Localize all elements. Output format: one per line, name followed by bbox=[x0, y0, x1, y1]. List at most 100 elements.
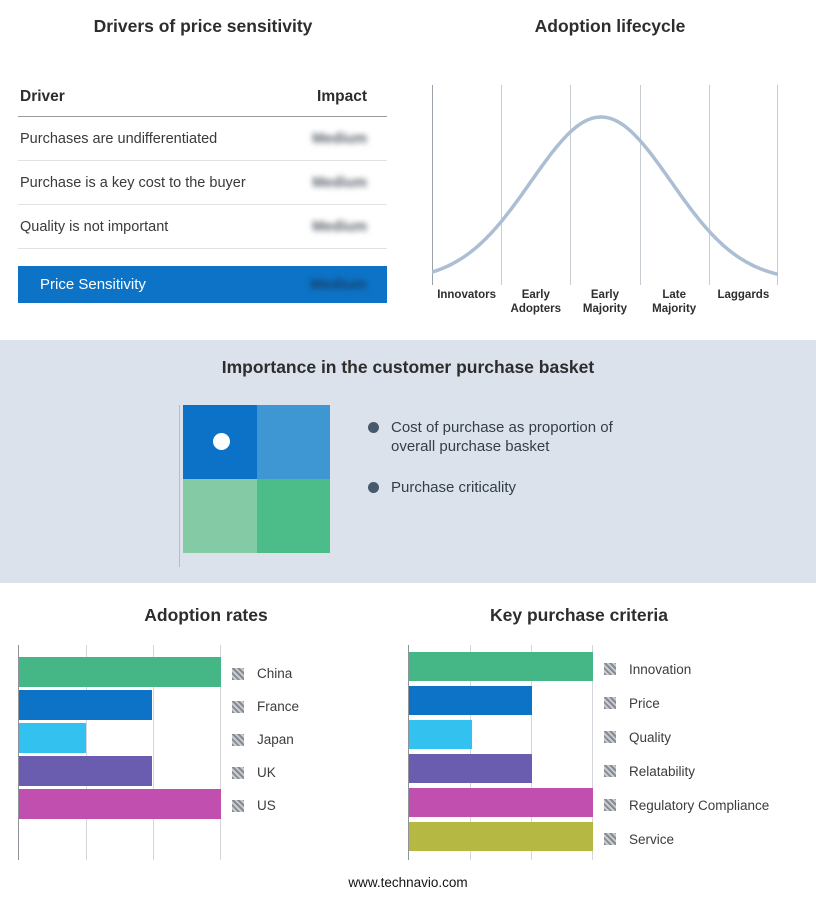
key-purchase-criteria-bars bbox=[409, 645, 593, 860]
legend-swatch-icon bbox=[232, 667, 244, 680]
drivers-table-body: Purchases are undifferentiated Medium Purc… bbox=[18, 117, 387, 249]
chart-gridline bbox=[153, 645, 155, 860]
driver-cell: Purchases are undifferentiated bbox=[20, 130, 218, 147]
lifecycle-gridline bbox=[570, 85, 572, 285]
stage-label: Late Majority bbox=[652, 289, 697, 315]
matrix-marker-dot bbox=[213, 433, 230, 450]
matrix-bottom-right bbox=[256, 479, 330, 553]
impact-column-header: Impact bbox=[317, 88, 367, 105]
driver-row: Purchase is a key cost to the buyer Mediu… bbox=[18, 161, 387, 205]
bar-china bbox=[19, 657, 221, 687]
legend-label: US bbox=[257, 798, 276, 813]
legend-label: China bbox=[257, 666, 293, 681]
drivers-table: Driver Impact Purchases are undifferenti… bbox=[18, 88, 387, 303]
legend-label: Relatability bbox=[629, 763, 696, 779]
driver-row: Quality is not important Medium bbox=[18, 205, 387, 249]
basket-bullet-list: Cost of purchase as proportion of overal… bbox=[368, 418, 640, 519]
bar-price bbox=[409, 686, 533, 715]
legend-item-regulatory-compliance: Regulatory Compliance bbox=[604, 788, 769, 822]
legend-item-uk: UK bbox=[232, 756, 299, 789]
impact-cell: Medium bbox=[312, 174, 367, 191]
driver-cell: Purchase is a key cost to the buyer bbox=[20, 174, 246, 191]
stage-label: Innovators bbox=[437, 289, 496, 301]
legend-label: Regulatory Compliance bbox=[629, 797, 770, 813]
matrix-bottom-left bbox=[183, 479, 257, 553]
adoption-rates-legend: China France Japan UK US bbox=[232, 657, 299, 822]
stage-label: Early Adopters bbox=[510, 289, 562, 315]
key-purchase-criteria-chart bbox=[408, 645, 593, 860]
legend-swatch-icon bbox=[604, 663, 616, 675]
impact-cell: Medium bbox=[312, 218, 367, 235]
basket-title: Importance in the customer purchase bask… bbox=[221, 357, 595, 377]
lifecycle-chart bbox=[432, 85, 778, 285]
bar-service bbox=[409, 822, 593, 851]
legend-swatch-icon bbox=[232, 700, 244, 713]
purchase-basket-section bbox=[0, 340, 816, 583]
legend-swatch-icon bbox=[604, 697, 616, 709]
legend-label: Innovation bbox=[629, 661, 692, 677]
legend-label: Price bbox=[629, 695, 660, 711]
chart-gridline bbox=[592, 645, 593, 860]
impact-cell: Medium bbox=[312, 130, 367, 147]
legend-item-service: Service bbox=[604, 822, 769, 856]
bar-uk bbox=[19, 756, 153, 786]
key-purchase-criteria-legend: Innovation Price Quality Relatability Regula… bbox=[604, 652, 769, 856]
legend-label: Japan bbox=[257, 732, 294, 747]
bar-quality bbox=[409, 720, 472, 749]
legend-swatch-icon bbox=[232, 733, 244, 746]
key-purchase-criteria-title: Key purchase criteria bbox=[489, 605, 668, 625]
legend-swatch-icon bbox=[604, 799, 616, 811]
chart-y-axis bbox=[18, 645, 19, 860]
price-sensitivity-label: Price Sensitivity bbox=[40, 276, 146, 293]
bar-france bbox=[19, 690, 153, 720]
chart-gridline bbox=[220, 645, 221, 860]
drivers-title: Drivers of price sensitivity bbox=[93, 16, 313, 36]
legend-item-relatability: Relatability bbox=[604, 754, 769, 788]
bar-relatability bbox=[409, 754, 533, 783]
chart-gridline bbox=[531, 645, 533, 860]
legend-item-china: China bbox=[232, 657, 299, 690]
legend-swatch-icon bbox=[232, 766, 244, 779]
legend-item-price: Price bbox=[604, 686, 769, 720]
legend-swatch-icon bbox=[604, 833, 616, 845]
stage-label: Laggards bbox=[717, 289, 770, 301]
legend-item-japan: Japan bbox=[232, 723, 299, 756]
driver-column-header: Driver bbox=[20, 88, 65, 105]
legend-label: Quality bbox=[629, 729, 672, 745]
driver-row: Purchases are undifferentiated Medium bbox=[18, 117, 387, 161]
legend-item-quality: Quality bbox=[604, 720, 769, 754]
bar-us bbox=[19, 789, 221, 819]
price-sensitivity-row: Price Sensitivity Medium bbox=[18, 266, 387, 303]
adoption-rates-title: Adoption rates bbox=[144, 605, 268, 625]
legend-item-innovation: Innovation bbox=[604, 652, 769, 686]
legend-item-us: US bbox=[232, 789, 299, 822]
legend-swatch-icon bbox=[604, 765, 616, 777]
price-sensitivity-impact: Medium bbox=[310, 276, 367, 293]
importance-matrix bbox=[183, 405, 330, 553]
lifecycle-gridline bbox=[501, 85, 503, 285]
drivers-table-header: Driver Impact bbox=[18, 88, 387, 117]
legend-swatch-icon bbox=[232, 799, 244, 812]
lifecycle-title: Adoption lifecycle bbox=[534, 16, 686, 36]
legend-label: Service bbox=[629, 831, 675, 847]
adoption-rates-chart bbox=[18, 645, 221, 860]
driver-cell: Quality is not important bbox=[20, 218, 169, 235]
basket-bullet: Cost of purchase as proportion of overal… bbox=[368, 418, 640, 456]
lifecycle-gridline bbox=[708, 85, 710, 285]
matrix-axis-line bbox=[179, 405, 180, 567]
bar-japan bbox=[19, 723, 86, 753]
stage-label: Early Majority bbox=[582, 289, 628, 315]
chart-gridline bbox=[85, 645, 87, 860]
legend-label: France bbox=[257, 699, 300, 714]
legend-label: UK bbox=[257, 765, 276, 780]
lifecycle-gridline bbox=[777, 85, 778, 285]
website-link[interactable]: www.technavio.com bbox=[348, 875, 468, 890]
lifecycle-stage-labels: Innovators Early Adopters Early Majority La… bbox=[432, 288, 778, 316]
chart-gridline bbox=[469, 645, 471, 860]
chart-y-axis bbox=[408, 645, 409, 860]
legend-item-france: France bbox=[232, 690, 299, 723]
bar-regulatory-compliance bbox=[409, 788, 593, 817]
lifecycle-gridline bbox=[639, 85, 641, 285]
matrix-top-right bbox=[256, 405, 330, 479]
legend-swatch-icon bbox=[604, 731, 616, 743]
